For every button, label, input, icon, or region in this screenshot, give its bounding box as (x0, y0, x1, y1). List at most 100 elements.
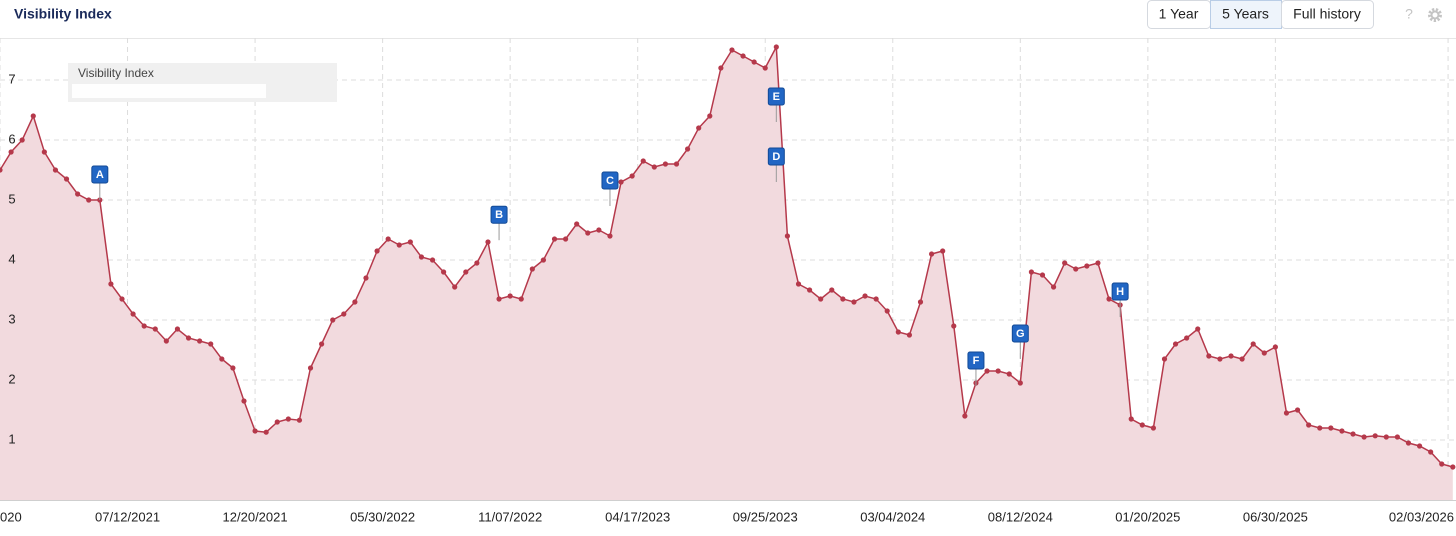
data-point (1195, 326, 1201, 332)
legend: Visibility Index (68, 63, 337, 102)
annotation-label[interactable]: C (606, 175, 614, 187)
data-point (684, 146, 691, 152)
data-point (1294, 407, 1301, 413)
data-point (1073, 266, 1079, 272)
data-point (86, 197, 92, 203)
data-point (563, 236, 569, 242)
y-tick-label: 3 (8, 311, 15, 326)
data-point (818, 296, 824, 302)
data-point (1172, 341, 1179, 347)
data-point (352, 299, 358, 305)
data-point (829, 287, 835, 293)
data-point (485, 239, 491, 245)
annotation-flag[interactable] (490, 205, 508, 224)
annotation-flag[interactable] (91, 165, 109, 184)
gear-teeth (1428, 8, 1442, 22)
data-point (1228, 353, 1234, 359)
range-button-label[interactable]: 1 Year (1159, 6, 1199, 22)
settings-icon[interactable] (1428, 8, 1442, 22)
data-point (962, 413, 968, 419)
data-point (208, 341, 214, 347)
data-point (274, 419, 280, 425)
data-point (718, 65, 724, 71)
data-point (540, 257, 547, 263)
range-button[interactable] (1281, 0, 1374, 29)
data-point (773, 44, 779, 50)
data-point (130, 311, 136, 317)
data-point (307, 365, 314, 371)
annotation-label[interactable]: F (973, 355, 980, 367)
data-point (1405, 440, 1412, 446)
x-tick-label: 06/30/2025 (1243, 509, 1308, 524)
data-point (795, 281, 802, 287)
data-point (1028, 269, 1034, 275)
data-point (1372, 433, 1378, 439)
data-point (596, 227, 602, 233)
data-point (1428, 449, 1434, 455)
data-point (407, 239, 413, 245)
data-point (518, 296, 524, 302)
data-point (940, 248, 946, 254)
annotation-label[interactable]: A (96, 169, 104, 181)
annotations: A B C D E F G H (91, 87, 1129, 386)
annotation-flag[interactable] (1111, 282, 1129, 301)
data-point (1184, 335, 1190, 341)
data-point (984, 368, 990, 374)
data-point (1261, 350, 1267, 356)
data-point (197, 338, 203, 344)
annotation-flag[interactable] (967, 351, 985, 370)
data-point (806, 287, 813, 293)
axes: 1 2 3 4 5 6 7 020 07/12/2021 12/20/2021 05/30/2022… (0, 71, 1456, 524)
data-point (374, 248, 380, 254)
data-point (884, 308, 890, 314)
annotation-flag[interactable] (767, 87, 785, 106)
range-button-label[interactable]: Full history (1293, 6, 1361, 22)
x-tick-label: 09/25/2023 (733, 509, 798, 524)
data-point (1095, 260, 1101, 266)
data-point (1217, 356, 1223, 362)
range-button[interactable] (1210, 0, 1282, 29)
x-tick-label: 11/07/2022 (478, 509, 542, 524)
data-point (0, 167, 3, 173)
data-point (1206, 353, 1212, 359)
data-point (1106, 296, 1112, 302)
annotation-label[interactable]: G (1016, 328, 1025, 340)
range-button-label[interactable]: 5 Years (1222, 6, 1269, 22)
y-tick-label: 1 (8, 431, 15, 446)
data-point (108, 281, 114, 287)
data-point (640, 158, 646, 164)
x-tick-label: 02/03/2026 (1389, 509, 1454, 524)
data-point (1139, 422, 1145, 428)
annotation-flag[interactable] (1011, 324, 1029, 343)
annotation-label[interactable]: D (772, 151, 780, 163)
y-tick-label: 6 (8, 131, 15, 146)
data-point (651, 164, 657, 170)
data-point (1383, 434, 1389, 440)
data-point (862, 293, 868, 299)
data-point (141, 323, 147, 329)
data-point (729, 47, 735, 53)
data-point (574, 221, 580, 227)
annotation-label[interactable]: E (773, 91, 780, 103)
legend-redaction (72, 84, 266, 98)
data-point (429, 257, 436, 263)
annotation-flag[interactable] (767, 147, 785, 166)
y-tick-label: 4 (8, 251, 15, 266)
x-tick-label: 03/04/2024 (860, 509, 925, 524)
data-point (1050, 284, 1057, 290)
data-point (629, 173, 635, 179)
data-point (230, 365, 236, 371)
data-point (1084, 263, 1090, 269)
annotation-label[interactable]: H (1116, 286, 1124, 298)
data-point (1039, 272, 1046, 278)
data-point (52, 167, 59, 173)
data-point (452, 284, 458, 290)
data-point (1450, 464, 1456, 470)
annotation-flag[interactable] (601, 171, 619, 190)
data-point (1306, 422, 1312, 428)
data-point (474, 260, 480, 266)
help-icon[interactable]: ? (1405, 6, 1413, 22)
data-point (751, 59, 757, 65)
annotation-label[interactable]: B (495, 209, 503, 221)
